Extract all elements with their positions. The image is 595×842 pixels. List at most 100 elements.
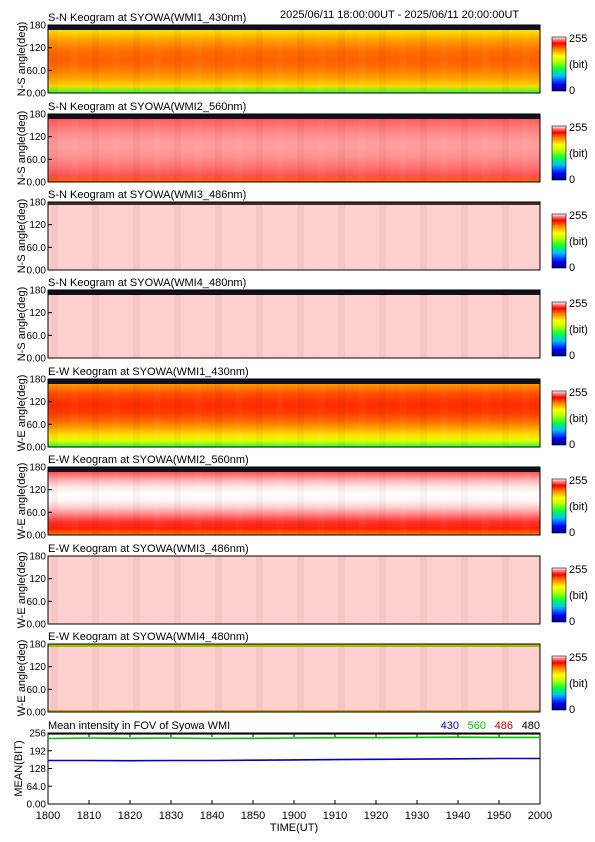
y-tick-label: 60.0: [27, 66, 47, 77]
x-tick-label: 1810: [77, 810, 101, 822]
y-tick-label: 120: [29, 308, 46, 319]
heatmap-streak: [379, 202, 386, 270]
heatmap-streak: [502, 290, 509, 358]
heatmap-streak: [113, 467, 120, 535]
heatmap-streak: [133, 202, 140, 270]
colorbar: [551, 390, 567, 446]
line-y-tick-label: 0.00: [27, 800, 47, 811]
heatmap-streak: [113, 114, 120, 182]
y-axis-label: N-S angle(deg): [16, 22, 28, 97]
y-axis-label: N-S angle(deg): [16, 111, 28, 186]
heatmap-streak: [359, 379, 366, 447]
y-tick-label: 120: [29, 574, 46, 585]
heatmap-streak: [92, 202, 99, 270]
heatmap-streak: [297, 114, 304, 182]
heatmap-streak: [318, 556, 325, 624]
heatmap-streak: [92, 114, 99, 182]
heatmap-streak: [420, 644, 427, 712]
legend-entry-560: 560: [468, 720, 486, 732]
y-tick-label: 0.00: [27, 266, 47, 277]
heatmap-streak: [523, 467, 530, 535]
heatmap-streak: [195, 556, 202, 624]
heatmap-streak: [215, 202, 222, 270]
heatmap-streak: [379, 556, 386, 624]
heatmap-streak: [523, 290, 530, 358]
heatmap-streak: [92, 25, 99, 93]
heatmap-streak: [133, 467, 140, 535]
heatmap-streak: [236, 467, 243, 535]
y-tick-label: 0.00: [27, 620, 47, 631]
heatmap-streak: [154, 644, 161, 712]
ew-keogram-480-panel: E-W Keogram at SYOWA(WMI4_480nm) W-E angl…: [16, 631, 588, 719]
heatmap-streak: [523, 25, 530, 93]
heatmap-streak: [277, 556, 284, 624]
heatmap-streak: [154, 25, 161, 93]
heatmap-streak: [51, 644, 58, 712]
heatmap-streak: [51, 25, 58, 93]
panel-title: E-W Keogram at SYOWA(WMI3_486nm): [48, 543, 249, 555]
heatmap-streak: [359, 202, 366, 270]
panel-frame: [47, 466, 541, 536]
colorbar: [551, 301, 567, 357]
heatmap-streak: [400, 467, 407, 535]
heatmap-streak: [461, 202, 468, 270]
colorbar-unit-label: (bit): [569, 59, 588, 71]
colorbar: [551, 655, 567, 711]
heatmap-streak: [441, 467, 448, 535]
y-tick-label: 60.0: [27, 597, 47, 608]
heatmap-streak: [154, 114, 161, 182]
x-tick-label: 1920: [364, 810, 388, 822]
heatmap-streak: [297, 644, 304, 712]
heatmap-streak: [256, 379, 263, 447]
heatmap-streak: [441, 644, 448, 712]
y-tick-label: 180: [29, 21, 46, 32]
heatmap-streak: [133, 25, 140, 93]
heatmap-streak: [256, 114, 263, 182]
x-tick-label: 1840: [200, 810, 224, 822]
colorbar-unit-label: (bit): [569, 678, 588, 690]
heatmap-streak: [51, 467, 58, 535]
heatmap-streak: [215, 114, 222, 182]
heatmap-streak: [72, 114, 79, 182]
y-tick-label: 0.00: [27, 89, 47, 100]
heatmap-image: [48, 644, 540, 712]
heatmap-streak: [215, 644, 222, 712]
heatmap-streak: [277, 202, 284, 270]
heatmap-streak: [461, 467, 468, 535]
heatmap-streak: [461, 25, 468, 93]
heatmap-streak: [256, 556, 263, 624]
panel-frame: [47, 643, 541, 713]
y-tick-label: 120: [29, 43, 46, 54]
heatmap-streak: [502, 556, 509, 624]
heatmap-streak: [72, 644, 79, 712]
y-tick-label: 120: [29, 662, 46, 673]
heatmap-streak: [51, 202, 58, 270]
colorbar-min-label: 0: [569, 262, 575, 274]
heatmap-streak: [338, 644, 345, 712]
colorbar: [551, 213, 567, 269]
heatmap-top-band: [48, 644, 540, 647]
heatmap-streak: [297, 25, 304, 93]
heatmap-streak: [277, 290, 284, 358]
heatmap-image: [48, 379, 540, 447]
y-tick-label: 60.0: [27, 508, 47, 519]
colorbar-max-label: 255: [569, 33, 587, 45]
heatmap-streak: [482, 25, 489, 93]
y-tick-label: 60.0: [27, 155, 47, 166]
heatmap-streak: [72, 467, 79, 535]
line-y-axis-label: MEAN(BIT): [13, 740, 25, 796]
heatmap-streak: [236, 290, 243, 358]
heatmap-streak: [420, 556, 427, 624]
y-axis-label: N-S angle(deg): [16, 287, 28, 362]
x-tick-label: 1950: [487, 810, 511, 822]
heatmap-streak: [256, 467, 263, 535]
colorbar-max-label: 255: [569, 475, 587, 487]
heatmap-top-band: [48, 379, 540, 384]
heatmap-streak: [51, 556, 58, 624]
heatmap-streak: [174, 290, 181, 358]
panel-frame: [47, 24, 541, 94]
heatmap-streak: [482, 290, 489, 358]
heatmap-streak: [461, 644, 468, 712]
heatmap-streak: [420, 379, 427, 447]
y-tick-label: 120: [29, 132, 46, 143]
